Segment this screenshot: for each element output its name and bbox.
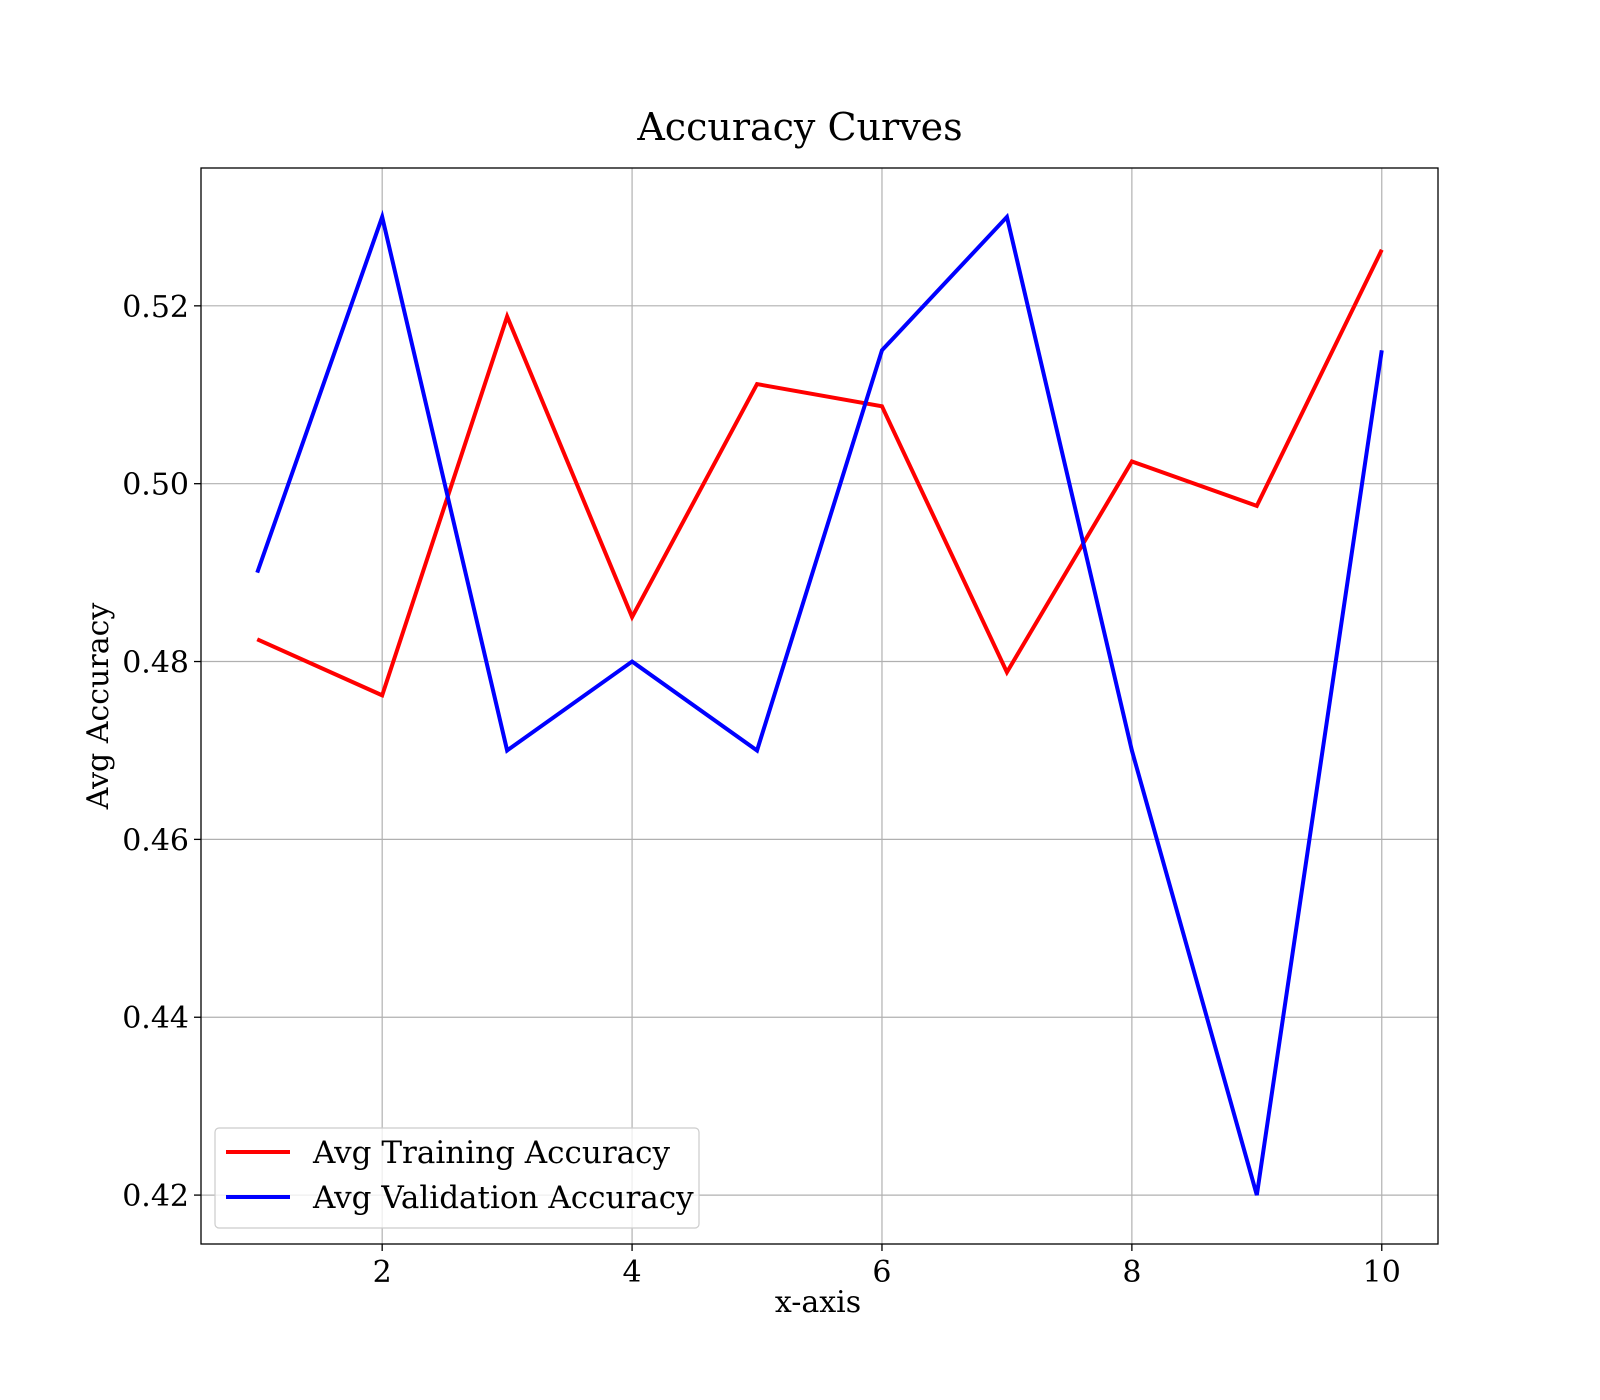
y-axis-label: Avg Accuracy <box>81 603 116 811</box>
plot-series <box>255 209 1384 1196</box>
series-line-avg-validation-accuracy <box>255 209 1384 1196</box>
plot-frame <box>200 167 1439 1245</box>
legend-box <box>214 1127 700 1229</box>
y-tick-label: 0.42 <box>122 1179 189 1214</box>
y-tick-label: 0.50 <box>122 468 189 503</box>
grid-lines <box>201 168 1438 1244</box>
legend-label-validation: Avg Validation Accuracy <box>312 1180 694 1216</box>
x-tick-label: 10 <box>1363 1255 1401 1290</box>
legend: Avg Training Accuracy Avg Validation Acc… <box>214 1127 700 1229</box>
y-tick-label: 0.52 <box>122 290 189 325</box>
legend-label-training: Avg Training Accuracy <box>312 1135 671 1171</box>
x-tick-label: 8 <box>1122 1255 1141 1290</box>
x-tick-label: 6 <box>872 1255 891 1290</box>
x-tick-label: 2 <box>373 1255 392 1290</box>
y-tick-label: 0.48 <box>122 646 189 681</box>
axis-ticks: 2 4 6 8 10 0.42 0.44 0.46 0.48 0.50 0.52 <box>122 290 1401 1290</box>
x-axis-label: x-axis <box>775 1285 861 1320</box>
y-tick-label: 0.44 <box>122 1001 189 1036</box>
series-line-avg-training-accuracy <box>256 248 1384 699</box>
chart-title: Accuracy Curves <box>636 105 962 149</box>
y-tick-label: 0.46 <box>122 823 189 858</box>
x-tick-label: 4 <box>623 1255 642 1290</box>
